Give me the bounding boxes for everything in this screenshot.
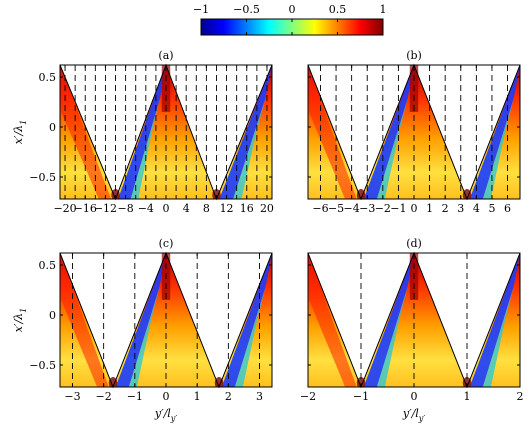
field-region bbox=[308, 65, 520, 199]
blue-band bbox=[363, 253, 414, 387]
colorbar-tick-label: 0.5 bbox=[329, 3, 347, 16]
panel-title: (d) bbox=[406, 237, 422, 250]
cyan-band bbox=[376, 98, 408, 199]
y-tick-label: −0.5 bbox=[29, 171, 56, 184]
x-tick-label: −1 bbox=[353, 390, 369, 403]
red-band bbox=[60, 253, 109, 387]
colorbar-tick-label: −0.5 bbox=[233, 3, 260, 16]
x-tick-label: 20 bbox=[260, 202, 274, 215]
valley-spot bbox=[462, 377, 472, 387]
y-tick-label: −0.5 bbox=[29, 359, 56, 372]
x-tick-label: 1 bbox=[194, 390, 201, 403]
x-axis-label-subscript: y′ bbox=[170, 414, 178, 423]
y-tick-label: 0 bbox=[49, 121, 56, 134]
y-axis-label-subscript: 1 bbox=[19, 308, 28, 313]
x-tick-label: 16 bbox=[240, 202, 254, 215]
x-tick-label: −2 bbox=[96, 390, 112, 403]
x-axis-label-subscript: y′ bbox=[418, 414, 426, 423]
x-tick-label: 0 bbox=[411, 202, 418, 215]
blue-band bbox=[115, 253, 166, 387]
cyan-band bbox=[234, 286, 266, 387]
x-tick-label: −2 bbox=[375, 202, 391, 215]
x-tick-label: −20 bbox=[53, 202, 76, 215]
cyan-band bbox=[128, 286, 160, 387]
valley-spot bbox=[356, 377, 366, 387]
x-tick-label: −1 bbox=[390, 202, 406, 215]
x-tick-label: −16 bbox=[74, 202, 97, 215]
blue-band bbox=[118, 65, 166, 199]
panel-title: (c) bbox=[159, 237, 174, 250]
x-tick-label: 5 bbox=[488, 202, 495, 215]
y-axis-label: x′/λ1 bbox=[12, 308, 28, 332]
x-tick-label: 1 bbox=[426, 202, 433, 215]
cyan-band bbox=[130, 98, 160, 199]
x-tick-label: 12 bbox=[220, 202, 234, 215]
colorbar-tick-label: 1 bbox=[380, 3, 387, 16]
x-tick-label: 2 bbox=[225, 390, 232, 403]
panel-title: (b) bbox=[406, 49, 422, 62]
x-tick-label: 8 bbox=[203, 202, 210, 215]
x-tick-label: 4 bbox=[183, 202, 190, 215]
valley-spot bbox=[111, 189, 120, 199]
y-tick-label: 0 bbox=[49, 309, 56, 322]
x-tick-label: 0 bbox=[411, 390, 418, 403]
x-tick-label: 4 bbox=[473, 202, 480, 215]
cyan-band bbox=[482, 286, 514, 387]
x-tick-label: 3 bbox=[457, 202, 464, 215]
blue-band bbox=[219, 65, 272, 199]
x-tick-label: 3 bbox=[256, 390, 263, 403]
colorbar-tick-label: 0 bbox=[289, 3, 296, 16]
x-tick-label: −1 bbox=[127, 390, 143, 403]
y-axis-label: x′/λ1 bbox=[12, 120, 28, 144]
valley-spot bbox=[212, 189, 221, 199]
x-tick-label: 1 bbox=[464, 390, 471, 403]
blue-band bbox=[469, 253, 520, 387]
red-band bbox=[308, 253, 357, 387]
panel-title: (a) bbox=[158, 49, 173, 62]
x-tick-label: −2 bbox=[300, 390, 316, 403]
field-region bbox=[60, 65, 272, 199]
valley-spot bbox=[462, 189, 472, 199]
x-tick-label: −4 bbox=[138, 202, 154, 215]
x-tick-label: 2 bbox=[442, 202, 449, 215]
x-axis-label: y′/ly′ bbox=[402, 407, 425, 423]
red-band bbox=[60, 65, 112, 199]
x-tick-label: −6 bbox=[312, 202, 328, 215]
blue-band bbox=[363, 65, 414, 199]
panel: −3 −2 −1 0 1 2 3 0.5 0 −0.5 (c) x′/λ1 y′/ly′ bbox=[12, 237, 273, 423]
y-tick-label: 0.5 bbox=[39, 259, 57, 272]
x-tick-label: −3 bbox=[359, 202, 375, 215]
x-tick-label: −4 bbox=[344, 202, 360, 215]
y-axis-label-subscript: 1 bbox=[19, 120, 28, 125]
colorbar: −1 −0.5 0 0.5 1 bbox=[193, 3, 387, 36]
field-region bbox=[308, 253, 520, 387]
panel: −6 −5 −4 −3 −2 −1 0 1 2 3 4 5 6 (b) bbox=[307, 49, 521, 215]
cyan-band bbox=[376, 286, 408, 387]
y-tick-label: 0.5 bbox=[39, 71, 57, 84]
x-tick-label: −5 bbox=[328, 202, 344, 215]
x-tick-label: −3 bbox=[64, 390, 80, 403]
x-tick-label: 2 bbox=[517, 390, 524, 403]
x-axis-label: y′/ly′ bbox=[154, 407, 177, 423]
panel: −20−16−12 −8 −4 0 4 8 12 16 200.50−0.5(a)x′/λ1 bbox=[12, 49, 274, 215]
field-group bbox=[308, 253, 520, 387]
x-tick-label: 0 bbox=[163, 202, 170, 215]
x-tick-label: −12 bbox=[94, 202, 117, 215]
valley-spot bbox=[356, 189, 366, 199]
colorbar-tick-label: −1 bbox=[193, 3, 209, 16]
x-tick-label: 0 bbox=[163, 390, 170, 403]
field-region bbox=[60, 253, 272, 387]
cyan-band bbox=[482, 98, 514, 199]
valley-spot bbox=[108, 377, 118, 387]
cyan-band bbox=[233, 98, 266, 199]
x-tick-label: 6 bbox=[504, 202, 511, 215]
panel: −2 −1 0 1 2 (d) y′/ly′ bbox=[300, 237, 524, 423]
valley-spot bbox=[214, 377, 224, 387]
x-tick-label: −8 bbox=[118, 202, 134, 215]
